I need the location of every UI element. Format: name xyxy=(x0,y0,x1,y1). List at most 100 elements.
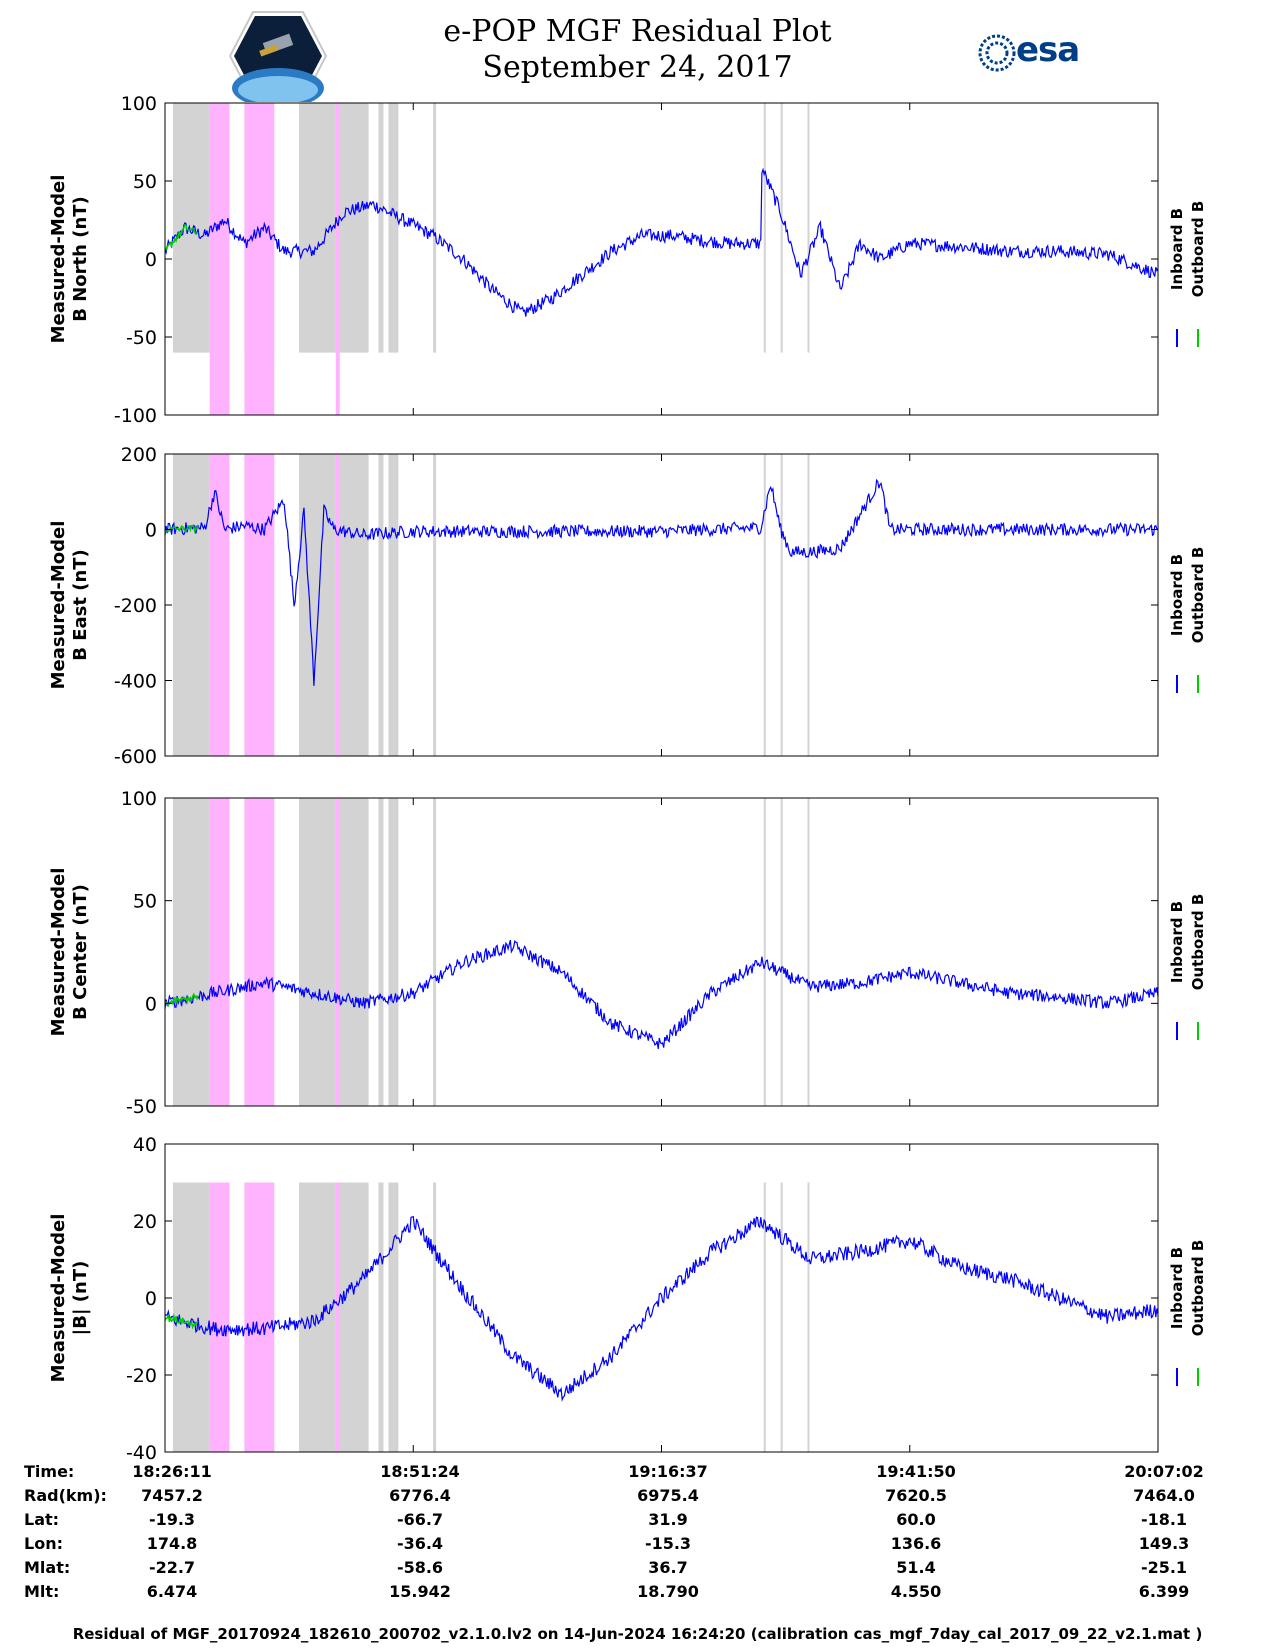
orbit-cell: -18.1 xyxy=(1140,1510,1188,1529)
gap-band-pink xyxy=(244,454,275,756)
y-tick-label: 50 xyxy=(133,171,157,193)
y-axis-label: B Center (nT) xyxy=(70,884,91,1020)
orbit-label-lon: Lon: xyxy=(24,1534,63,1553)
y-tick-label: -600 xyxy=(114,746,157,768)
gap-band-gray xyxy=(780,798,783,1106)
y-axis-label: Measured-Model xyxy=(48,868,69,1037)
gap-band-gray xyxy=(335,1182,369,1452)
gap-band-pink xyxy=(335,454,340,756)
orbit-cell: 18.790 xyxy=(637,1582,699,1601)
gap-band-gray xyxy=(433,103,437,353)
orbit-cell: 7464.0 xyxy=(1133,1486,1195,1505)
gap-band-gray xyxy=(393,1182,399,1452)
orbit-cell: 18:51:24 xyxy=(380,1462,460,1481)
gap-band-gray xyxy=(388,798,394,1106)
orbit-label-mlt: Mlt: xyxy=(24,1582,60,1601)
footer-caption: Residual of MGF_20170924_182610_200702_v… xyxy=(72,1625,1203,1643)
y-tick-label: -50 xyxy=(126,1096,157,1118)
orbit-label-rad: Rad(km): xyxy=(24,1486,107,1505)
gap-band-gray xyxy=(433,1182,437,1452)
orbit-cell: 136.6 xyxy=(890,1534,942,1553)
orbit-label-lat: Lat: xyxy=(24,1510,60,1529)
y-tick-label: 200 xyxy=(121,444,157,466)
gap-band-gray xyxy=(780,454,783,756)
title-block: e-POP MGF Residual Plot September 24, 20… xyxy=(0,14,1275,86)
orbit-cell: 7457.2 xyxy=(141,1486,203,1505)
legend-outboard-label: Outboard B xyxy=(1189,201,1207,298)
orbit-cell: 4.550 xyxy=(890,1582,942,1601)
gap-band-pink xyxy=(335,103,340,415)
gap-band-gray xyxy=(378,454,384,756)
gap-band-gray xyxy=(807,103,810,353)
orbit-cell: 6776.4 xyxy=(389,1486,451,1505)
legend-inboard-label: Inboard B xyxy=(1168,208,1186,290)
gap-band-pink xyxy=(209,1182,230,1452)
esa-logo-icon xyxy=(978,34,1016,72)
y-tick-label: 20 xyxy=(133,1211,157,1233)
gap-band-pink xyxy=(335,1182,340,1452)
gap-band-gray xyxy=(388,103,394,353)
orbit-cell: 6975.4 xyxy=(637,1486,699,1505)
gap-band-gray xyxy=(172,454,210,756)
y-tick-label: 0 xyxy=(145,1288,157,1310)
gap-band-pink xyxy=(244,1182,275,1452)
gap-band-gray xyxy=(378,1182,384,1452)
cassiope-badge-icon xyxy=(228,11,328,102)
y-tick-label: -40 xyxy=(126,1442,157,1462)
gap-band-gray xyxy=(388,1182,394,1452)
orbit-cell: 15.942 xyxy=(389,1582,451,1601)
y-tick-label: 0 xyxy=(145,993,157,1015)
gap-band-gray xyxy=(807,1182,810,1452)
orbit-cell: -66.7 xyxy=(396,1510,444,1529)
orbit-cell: 31.9 xyxy=(648,1510,688,1529)
series-line-outboard xyxy=(164,223,199,251)
y-tick-label: 0 xyxy=(145,249,157,271)
plot-title: e-POP MGF Residual Plot xyxy=(443,14,832,49)
gap-band-gray xyxy=(780,103,783,353)
y-axis-label: Measured-Model xyxy=(48,1214,69,1383)
series-line-outboard xyxy=(164,992,199,1008)
gap-band-gray xyxy=(763,103,766,353)
gap-band-gray xyxy=(780,1182,783,1452)
orbit-cell: 6.474 xyxy=(146,1582,198,1601)
y-axis-label: Measured-Model xyxy=(48,175,69,344)
plot-date: September 24, 2017 xyxy=(482,50,793,85)
esa-logo-text: esa xyxy=(1016,30,1080,70)
gap-band-gray xyxy=(388,454,394,756)
legend-inboard-label: Inboard B xyxy=(1168,901,1186,983)
legend-inboard-label: Inboard B xyxy=(1168,1247,1186,1329)
gap-band-gray xyxy=(393,798,399,1106)
y-tick-label: 100 xyxy=(121,788,157,810)
orbit-cell: 60.0 xyxy=(896,1510,936,1529)
gap-band-pink xyxy=(244,798,275,1106)
gap-band-gray xyxy=(433,454,437,756)
orbit-cell: 18:26:11 xyxy=(132,1462,212,1481)
gap-band-gray xyxy=(393,103,399,353)
gap-band-gray xyxy=(335,454,369,756)
gap-band-gray xyxy=(299,103,336,353)
series-line-inboard xyxy=(164,167,1159,317)
y-axis-label: Measured-Model xyxy=(48,521,69,690)
legend-outboard-label: Outboard B xyxy=(1189,894,1207,991)
y-axis-label: B East (nT) xyxy=(70,549,91,661)
series-line-inboard xyxy=(164,939,1159,1049)
y-tick-label: -100 xyxy=(114,405,157,427)
orbit-cell: 20:07:02 xyxy=(1124,1462,1204,1481)
gap-band-gray xyxy=(807,454,810,756)
gap-band-gray xyxy=(172,798,210,1106)
gap-band-gray xyxy=(335,798,369,1106)
orbit-cell: -15.3 xyxy=(644,1534,692,1553)
gap-band-gray xyxy=(335,103,369,353)
legend-inboard-label: Inboard B xyxy=(1168,554,1186,636)
series-line-inboard xyxy=(164,478,1159,686)
series-line-outboard xyxy=(164,1313,199,1330)
orbit-cell: 7620.5 xyxy=(885,1486,947,1505)
orbit-cell: -36.4 xyxy=(396,1534,444,1553)
gap-band-gray xyxy=(763,1182,766,1452)
series-line-outboard xyxy=(164,524,199,534)
gap-band-pink xyxy=(209,798,230,1106)
y-axis-label: B North (nT) xyxy=(70,196,91,322)
orbit-label-time: Time: xyxy=(24,1462,75,1481)
y-tick-label: -20 xyxy=(126,1365,157,1387)
